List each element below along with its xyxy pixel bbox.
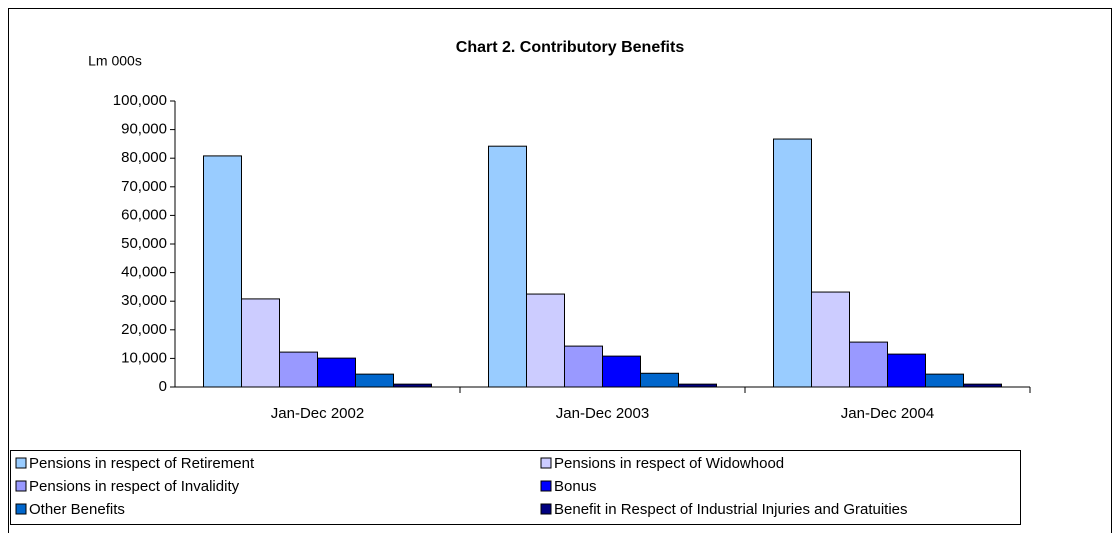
legend-swatch: [540, 457, 552, 469]
legend-box: [10, 450, 1021, 525]
y-axis-label: Lm 000s: [88, 53, 142, 69]
legend-swatch: [15, 457, 27, 469]
legend-label: Other Benefits: [29, 501, 125, 518]
chart-border: [8, 8, 1112, 533]
y-tick-label: 30,000: [121, 292, 167, 309]
legend-swatch: [15, 503, 27, 515]
bar: [564, 345, 603, 388]
legend-label: Benefit in Respect of Industrial Injurie…: [554, 501, 908, 518]
x-tick-label: Jan-Dec 2004: [841, 405, 934, 422]
y-tick-label: 60,000: [121, 206, 167, 223]
legend-swatch: [540, 503, 552, 515]
y-tick-label: 70,000: [121, 178, 167, 195]
y-tick-label: 80,000: [121, 149, 167, 166]
x-tick-label: Jan-Dec 2003: [556, 405, 649, 422]
bar: [203, 155, 242, 388]
bar: [241, 298, 280, 388]
bar: [488, 145, 527, 388]
bar: [887, 353, 926, 388]
bar: [811, 291, 850, 388]
legend-swatch: [15, 480, 27, 492]
bar: [640, 372, 679, 388]
bar: [773, 138, 812, 388]
bar: [279, 351, 318, 388]
y-tick-label: 10,000: [121, 349, 167, 366]
bar: [526, 293, 565, 388]
legend-label: Pensions in respect of Invalidity: [29, 478, 240, 495]
chart-title: Chart 2. Contributory Benefits: [456, 39, 685, 56]
bar: [317, 357, 356, 388]
x-tick-label: Jan-Dec 2002: [271, 405, 364, 422]
bar: [602, 355, 641, 388]
legend-label: Bonus: [554, 478, 597, 495]
bar: [849, 341, 888, 388]
legend-label: Pensions in respect of Retirement: [29, 455, 255, 472]
y-tick-label: 0: [159, 378, 167, 395]
legend-swatch: [540, 480, 552, 492]
y-tick-label: 50,000: [121, 235, 167, 252]
y-tick-label: 90,000: [121, 121, 167, 138]
y-tick-label: 20,000: [121, 321, 167, 338]
y-tick-label: 100,000: [113, 92, 167, 109]
y-tick-label: 40,000: [121, 264, 167, 281]
bar: [925, 373, 964, 388]
bar: [355, 373, 394, 388]
legend-label: Pensions in respect of Widowhood: [554, 455, 784, 472]
